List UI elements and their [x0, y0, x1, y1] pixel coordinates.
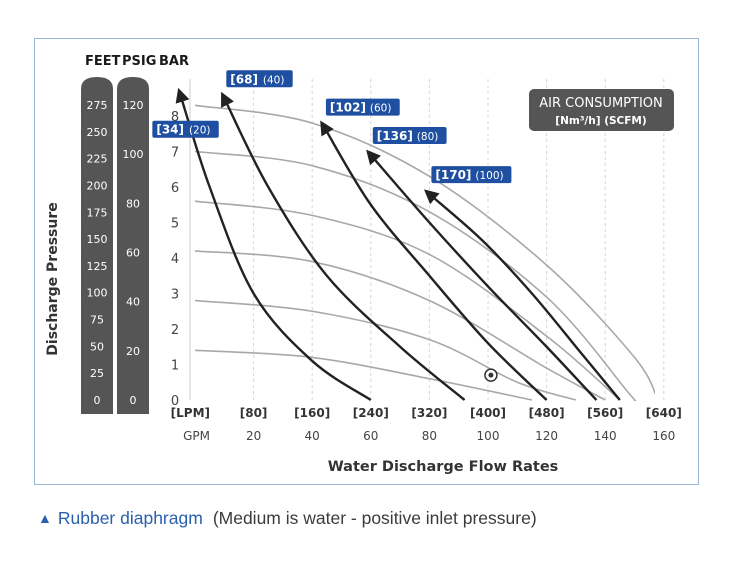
air-curve-label-scfm: (20)	[189, 125, 211, 137]
air-curve-label-bg	[152, 120, 219, 138]
air-curve-label-nm3h: [34]	[156, 123, 184, 137]
x-tick-label-gpm: 160	[652, 429, 675, 443]
x-tick-label-lpm: [640]	[646, 406, 682, 420]
legend-box	[529, 89, 674, 131]
air-curve-label: [68] (40)	[226, 70, 293, 88]
x-tick-label-gpm: 140	[594, 429, 617, 443]
psig-column	[117, 77, 149, 414]
x-tick-label-lpm: [400]	[470, 406, 506, 420]
psig-tick-label: 120	[123, 99, 144, 112]
air-curve-label: [34] (20)	[152, 120, 219, 138]
bar-tick-label: 5	[171, 217, 179, 232]
x-tick-label-gpm: 20	[246, 429, 261, 443]
feet-tick-label: 225	[87, 153, 108, 166]
performance-chart: 0 1 2 3 4 5 6 7 8 [80] 20 [160] 40 [240] 60 [320] 80 [400…	[45, 54, 682, 475]
psig-tick-label: 80	[126, 197, 140, 210]
caption-note: (Medium is water - positive inlet pressu…	[212, 508, 537, 528]
air-consumption-curve	[175, 87, 372, 401]
legend-title: AIR CONSUMPTION	[539, 96, 662, 111]
triangle-marker-icon: ▲	[38, 510, 52, 526]
feet-column	[81, 77, 113, 414]
air-consumption-curve	[423, 189, 621, 401]
caption-title: Rubber diaphragm	[57, 508, 203, 528]
pump-curve-line	[194, 250, 606, 401]
x-tick-label-gpm: 60	[363, 429, 378, 443]
air-curve-label-bg	[372, 127, 447, 145]
air-curve-label-bg	[325, 98, 400, 116]
x-unit-gpm: GPM	[183, 429, 210, 443]
air-consumption-curve	[366, 149, 598, 401]
bar-tick-label: 3	[171, 288, 179, 303]
x-tick-label-lpm: [240]	[353, 406, 389, 420]
pump-curve-line	[194, 150, 637, 401]
psig-tick-label: 60	[126, 247, 140, 260]
y-axis-label: Discharge Pressure	[45, 202, 61, 355]
x-tick-label-gpm: 100	[477, 429, 500, 443]
psig-tick-label: 20	[126, 345, 140, 358]
pump-curve-line	[194, 349, 533, 401]
bar-tick-label: 1	[171, 359, 179, 374]
air-curve-label: [170] (100)	[431, 166, 512, 184]
chart-frame: 0 1 2 3 4 5 6 7 8 [80] 20 [160] 40 [240] 60 [320] 80 [400…	[34, 38, 699, 485]
pump-curve-line	[194, 299, 577, 401]
legend-subtitle: [Nm³/h] (SCFM)	[555, 115, 646, 127]
air-curve-label-nm3h: [170]	[435, 168, 471, 182]
feet-tick-label: 100	[87, 287, 108, 300]
bar-tick-label: 4	[171, 252, 179, 267]
x-tick-label-gpm: 40	[305, 429, 320, 443]
bar-tick-label: 8	[171, 110, 179, 125]
air-curve-label-scfm: (80)	[417, 131, 439, 143]
feet-tick-label: 75	[90, 314, 104, 327]
x-tick-label-gpm: 120	[535, 429, 558, 443]
air-curve-label-nm3h: [136]	[377, 129, 413, 143]
psig-tick-label: 40	[126, 296, 140, 309]
x-tick-label-lpm: [320]	[411, 406, 447, 420]
bar-tick-label: 7	[171, 146, 179, 161]
x-tick-label-lpm: [480]	[529, 406, 565, 420]
x-axis-label: Water Discharge Flow Rates	[328, 459, 559, 475]
bar-header: BAR	[159, 54, 189, 69]
feet-tick-label: 0	[94, 394, 101, 407]
x-tick-label-lpm: [160]	[294, 406, 330, 420]
feet-tick-label: 200	[87, 179, 108, 192]
air-consumption-legend: AIR CONSUMPTION [Nm³/h] (SCFM)	[529, 89, 674, 131]
bar-tick-label: 6	[171, 181, 179, 196]
psig-tick-label: 100	[123, 148, 144, 161]
feet-tick-label: 175	[87, 206, 108, 219]
bar-tick-label: 2	[171, 323, 179, 338]
feet-tick-label: 50	[90, 340, 104, 353]
feet-tick-label: 125	[87, 260, 108, 273]
feet-tick-label: 150	[87, 233, 108, 246]
air-curve-label-nm3h: [102]	[330, 101, 366, 115]
air-curve-label: [136] (80)	[372, 127, 447, 145]
operating-point-dot	[488, 372, 494, 378]
air-curve-label-bg	[431, 166, 512, 184]
air-curve-label: [102] (60)	[325, 98, 400, 116]
air-consumption-curve	[221, 91, 466, 401]
x-tick-label-lpm: [80]	[240, 406, 268, 420]
feet-tick-label: 25	[90, 367, 104, 380]
feet-tick-label: 275	[87, 99, 108, 112]
pump-curve-line	[194, 104, 655, 396]
pump-curve-line	[194, 200, 621, 401]
air-curve-label-scfm: (60)	[370, 103, 392, 115]
x-tick-label-lpm: [560]	[587, 406, 623, 420]
air-curve-label-bg	[226, 70, 293, 88]
air-curve-label-nm3h: [68]	[230, 72, 258, 86]
psig-tick-label: 0	[130, 394, 137, 407]
figure-caption: ▲ Rubber diaphragm (Medium is water - posi…	[38, 508, 537, 529]
air-curve-label-scfm: (40)	[263, 74, 285, 86]
x-unit-lpm: [LPM]	[171, 406, 210, 420]
x-tick-label-gpm: 80	[422, 429, 437, 443]
feet-header: FEET	[85, 54, 121, 69]
psig-header: PSIG	[122, 54, 156, 69]
air-curve-label-scfm: (100)	[475, 170, 503, 182]
air-consumption-curve	[320, 120, 548, 401]
bar-tick-label: 0	[171, 394, 179, 409]
feet-tick-label: 250	[87, 126, 108, 139]
